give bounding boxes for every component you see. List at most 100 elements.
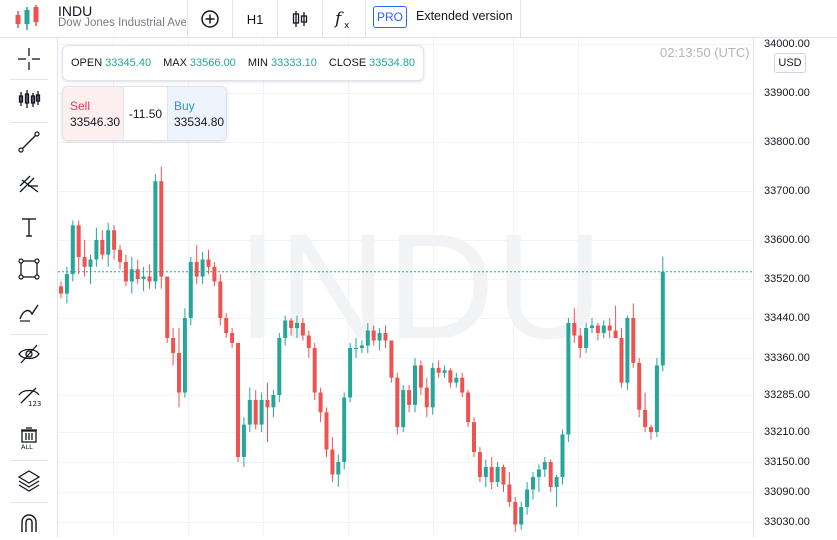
- candle: [637, 358, 642, 418]
- indicators-icon: [18, 90, 41, 108]
- buy-button[interactable]: Buy 33534.80: [168, 87, 226, 140]
- candle: [572, 308, 577, 343]
- drawing-toolbar: 123 ALL: [0, 38, 58, 537]
- crosshair-icon: [18, 48, 40, 70]
- candle: [247, 387, 252, 432]
- candle: [253, 390, 258, 430]
- candle: [141, 266, 146, 292]
- candle: [365, 323, 370, 353]
- candle: [401, 385, 406, 432]
- layers-tool[interactable]: [9, 462, 49, 498]
- candle: [424, 377, 429, 418]
- candle: [560, 429, 565, 485]
- candle: [159, 166, 164, 289]
- indicators-tool[interactable]: [9, 81, 49, 117]
- price-axis[interactable]: USD 34000.00 33900.00 33800.00 33700.00 3360…: [753, 38, 837, 537]
- candle: [182, 308, 187, 398]
- candle: [289, 318, 294, 336]
- price-tick-label: 33440.00: [764, 312, 810, 324]
- candle: [318, 387, 323, 423]
- magnet-icon: [21, 514, 37, 532]
- candle: [100, 230, 105, 260]
- candle: [354, 338, 358, 358]
- candles-series: [59, 166, 665, 532]
- candle: [265, 382, 270, 442]
- add-symbol-button[interactable]: [188, 0, 232, 38]
- trendline-tool[interactable]: [9, 124, 49, 160]
- magnet-tool[interactable]: [9, 504, 49, 540]
- candle: [306, 330, 311, 358]
- spread-value: -11.50: [123, 87, 168, 140]
- crosshair-tool[interactable]: [9, 41, 49, 77]
- candle: [295, 315, 299, 338]
- candle: [383, 325, 388, 348]
- layers-icon: [17, 470, 41, 492]
- max-label: MAX: [163, 57, 187, 69]
- candle: [613, 305, 618, 338]
- candle: [271, 390, 276, 418]
- divider: [10, 79, 48, 80]
- candle: [513, 497, 518, 532]
- price-tick-label: 33285.00: [764, 389, 810, 401]
- candle: [625, 315, 630, 391]
- symbol-name[interactable]: INDU: [58, 3, 93, 19]
- price-chart[interactable]: INDU: [58, 38, 753, 537]
- candle: [448, 367, 453, 388]
- delete-all-tool[interactable]: ALL: [9, 420, 49, 456]
- pro-badge[interactable]: PRO: [373, 6, 407, 28]
- divider: [10, 122, 48, 123]
- extended-version-link[interactable]: Extended version: [416, 9, 513, 23]
- brush-tool[interactable]: [9, 294, 49, 330]
- candle: [212, 261, 217, 287]
- candles-logo-icon: [15, 5, 39, 30]
- fib-tool[interactable]: [9, 166, 49, 202]
- price-tick-label: 33600.00: [764, 234, 810, 246]
- candle: [123, 254, 128, 287]
- candle: [436, 360, 441, 378]
- text-tool[interactable]: [9, 209, 49, 245]
- candle: [631, 303, 636, 368]
- candle: [489, 457, 494, 490]
- divider: [10, 460, 48, 461]
- divider: [277, 0, 278, 38]
- candle: [584, 323, 589, 353]
- divider: [187, 0, 188, 38]
- symbol-watermark: INDU: [237, 202, 604, 370]
- candle: [466, 390, 471, 428]
- price-tick-label: 33090.00: [764, 486, 810, 498]
- candle: [542, 457, 547, 477]
- candle: [554, 474, 559, 507]
- candle: [324, 407, 329, 457]
- max-value: 33566.00: [189, 57, 236, 69]
- candle: [454, 372, 459, 388]
- candle: [442, 365, 447, 378]
- divider: [10, 334, 48, 335]
- hide-drawings-icon: [18, 344, 40, 364]
- hide-drawings-tool[interactable]: [9, 336, 49, 372]
- sell-button[interactable]: Sell 33546.30: [63, 87, 123, 140]
- candle: [348, 343, 353, 403]
- divider: [322, 0, 323, 38]
- chart-type-button[interactable]: [278, 0, 322, 38]
- delete-all-icon: ALL: [21, 427, 37, 450]
- candle: [70, 220, 75, 282]
- candle: [82, 240, 87, 277]
- candle: [531, 472, 535, 500]
- rectangle-tool[interactable]: [9, 251, 49, 287]
- price-tick-label: 33360.00: [764, 352, 810, 364]
- candle: [64, 266, 69, 304]
- candle: [371, 325, 376, 346]
- price-tick-label: 33700.00: [764, 185, 810, 197]
- divider: [232, 0, 233, 38]
- top-toolbar: INDU Dow Jones Industrial Average H1 fx …: [0, 0, 837, 38]
- candle: [649, 424, 653, 440]
- candle: [525, 482, 530, 515]
- candles-icon: [292, 11, 308, 27]
- currency-button[interactable]: USD: [774, 53, 806, 73]
- hide-labels-tool[interactable]: 123: [9, 378, 49, 414]
- candle: [413, 358, 417, 413]
- candle: [507, 472, 512, 507]
- timeframe-button[interactable]: H1: [246, 11, 264, 27]
- buy-label: Buy: [174, 99, 195, 113]
